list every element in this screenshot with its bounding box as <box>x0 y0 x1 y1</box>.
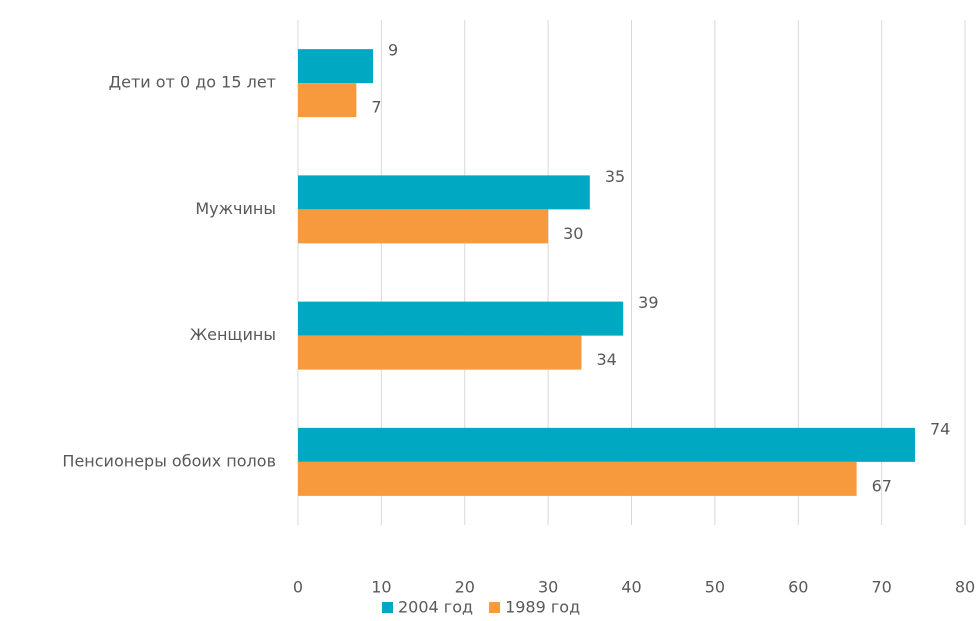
x-tick-label: 0 <box>293 578 303 597</box>
data-label: 74 <box>930 419 950 438</box>
bar <box>298 209 549 244</box>
bar <box>298 175 590 210</box>
bar <box>298 83 357 118</box>
bar <box>298 427 915 462</box>
data-label: 30 <box>563 224 583 243</box>
legend-label: 2004 год <box>398 598 473 617</box>
data-label: 35 <box>605 167 625 186</box>
x-tick-label: 50 <box>705 578 725 597</box>
x-tick-label: 30 <box>538 578 558 597</box>
data-label: 34 <box>596 350 616 369</box>
data-label: 7 <box>371 98 381 117</box>
legend-swatch <box>489 602 501 613</box>
x-tick-label: 60 <box>788 578 808 597</box>
y-tick-label: Пенсионеры обоих полов <box>62 451 276 470</box>
bar <box>298 49 374 84</box>
x-tick-label: 10 <box>371 578 391 597</box>
x-tick-label: 40 <box>621 578 641 597</box>
bar <box>298 461 857 496</box>
bar <box>298 335 582 370</box>
data-label: 9 <box>388 41 398 60</box>
x-tick-label: 20 <box>455 578 475 597</box>
y-tick-label: Женщины <box>190 325 276 344</box>
data-label: 39 <box>638 293 658 312</box>
x-tick-label: 80 <box>955 578 975 597</box>
legend-swatch <box>382 602 393 613</box>
y-tick-label: Дети от 0 до 15 лет <box>109 73 276 92</box>
data-label: 67 <box>872 476 892 495</box>
y-tick-label: Мужчины <box>195 199 276 218</box>
bar <box>298 301 624 336</box>
x-tick-label: 70 <box>871 578 891 597</box>
legend-label: 1989 год <box>505 598 580 617</box>
